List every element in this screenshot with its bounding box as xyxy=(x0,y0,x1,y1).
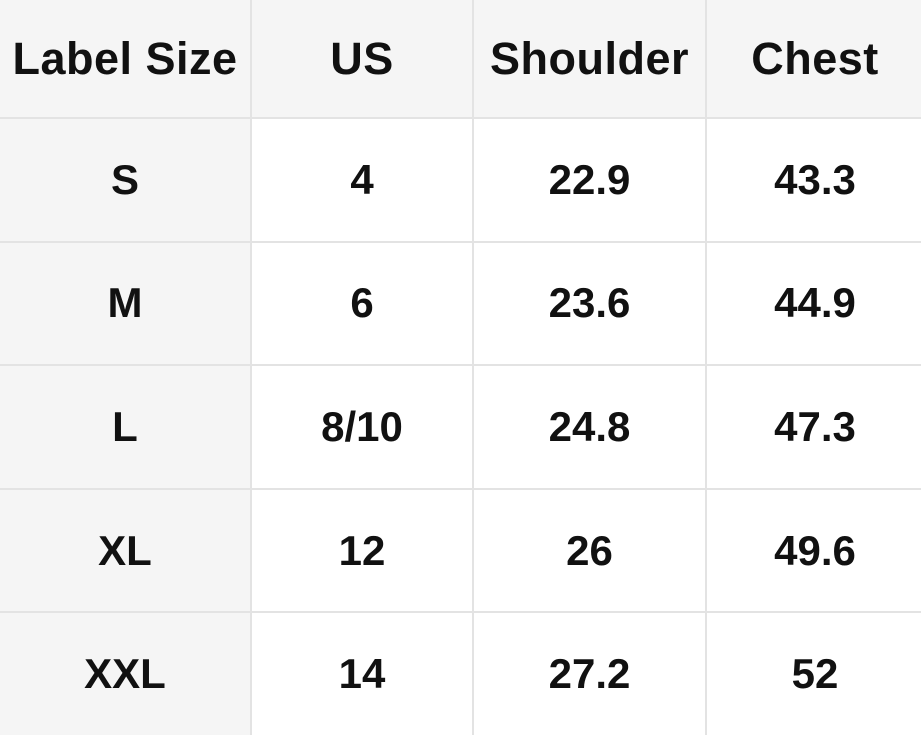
cell-chest: 47.3 xyxy=(705,364,921,490)
row-label-cell: XXL xyxy=(0,611,252,735)
table-row-s: S 4 22.9 43.3 xyxy=(0,117,921,243)
cell-chest: 43.3 xyxy=(705,117,921,243)
cell-shoulder: 24.8 xyxy=(472,364,707,490)
cell-us: 14 xyxy=(250,611,474,735)
cell-shoulder: 23.6 xyxy=(472,240,707,367)
row-label-cell: XL xyxy=(0,487,252,614)
cell-shoulder: 26 xyxy=(472,487,707,614)
cell-shoulder: 27.2 xyxy=(472,611,707,735)
row-label-cell: S xyxy=(0,117,252,243)
cell-us: 4 xyxy=(250,117,474,243)
cell-chest: 52 xyxy=(705,611,921,735)
cell-chest: 44.9 xyxy=(705,240,921,367)
cell-us: 12 xyxy=(250,487,474,614)
table-row-l: L 8/10 24.8 47.3 xyxy=(0,364,921,490)
table-row-xxl: XXL 14 27.2 52 xyxy=(0,611,921,735)
header-row: Label Size US Shoulder Chest xyxy=(0,0,921,119)
cell-us: 6 xyxy=(250,240,474,367)
row-label-cell: L xyxy=(0,364,252,490)
column-header-us: US xyxy=(250,0,474,119)
cell-shoulder: 22.9 xyxy=(472,117,707,243)
row-label-cell: M xyxy=(0,240,252,367)
table-row-m: M 6 23.6 44.9 xyxy=(0,240,921,367)
cell-us: 8/10 xyxy=(250,364,474,490)
column-header-label-size: Label Size xyxy=(0,0,252,119)
cell-chest: 49.6 xyxy=(705,487,921,614)
column-header-chest: Chest xyxy=(705,0,921,119)
column-header-shoulder: Shoulder xyxy=(472,0,707,119)
table-row-xl: XL 12 26 49.6 xyxy=(0,487,921,614)
